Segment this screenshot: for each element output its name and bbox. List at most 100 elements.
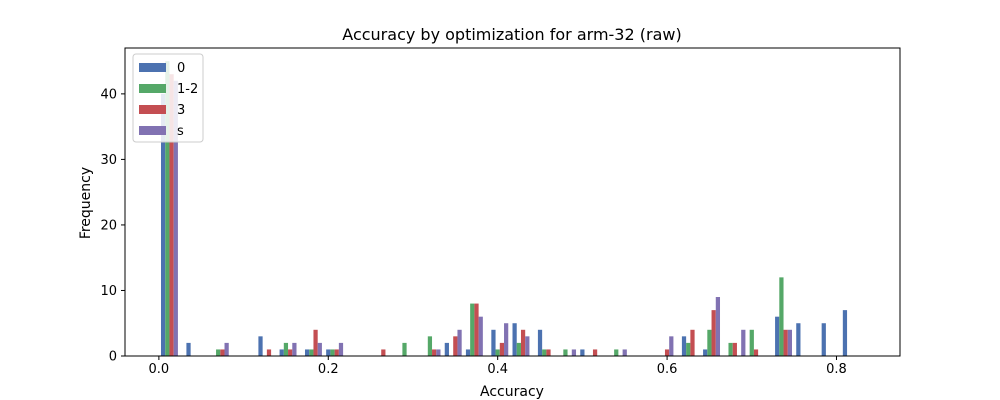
legend-label-1-2: 1-2	[177, 82, 198, 97]
bar-series-0	[491, 329, 496, 356]
legend-swatch-1-2	[139, 84, 166, 93]
bar-series-1-2	[516, 342, 521, 356]
bar-series-s	[571, 349, 577, 356]
bar-series-3	[334, 349, 339, 356]
legend-label-0: 0	[177, 61, 185, 76]
bar-series-0	[580, 349, 585, 356]
bar-series-3	[732, 342, 737, 356]
bar-series-1-2	[749, 329, 754, 356]
bar-series-0	[444, 342, 449, 356]
bar-series-s	[436, 349, 441, 356]
y-tick-label: 30	[100, 153, 117, 168]
bar-series-3	[381, 349, 386, 356]
bar-series-3	[592, 349, 598, 356]
bar-series-1-2	[563, 349, 568, 356]
bar-series-1-2	[614, 349, 619, 356]
bar-series-0	[465, 349, 471, 356]
bar-series-0	[161, 93, 166, 357]
bar-series-1-2	[542, 349, 547, 356]
x-tick-label: 0.0	[149, 362, 170, 377]
bar-series-3	[432, 349, 437, 356]
bar-series-0	[842, 310, 848, 356]
bar-series-s	[224, 342, 229, 356]
bar-series-0	[537, 329, 543, 356]
bar-series-1-2	[402, 342, 407, 356]
y-axis: 0 10 20 30 40	[100, 87, 125, 365]
bar-series-s	[338, 342, 344, 356]
bar-series-3	[520, 329, 526, 356]
bar-series-0	[681, 336, 687, 356]
bar-series-1-2	[283, 342, 289, 356]
y-tick-label: 20	[100, 218, 117, 233]
bar-series-0	[304, 349, 310, 356]
bar-series-3	[313, 329, 318, 356]
bar-series-0	[775, 316, 780, 356]
bar-series-s	[292, 342, 297, 356]
bar-series-1-2	[707, 329, 712, 356]
legend: 0 1-2 3 s	[132, 53, 204, 143]
bar-series-1-2	[427, 336, 433, 356]
bar-series-0	[279, 349, 284, 356]
bar-series-3	[169, 74, 174, 357]
bar-series-1-2	[470, 303, 475, 356]
bar-series-3	[499, 342, 505, 356]
bar-series-3	[711, 310, 716, 356]
legend-label-s: s	[177, 124, 184, 139]
bar-series-0	[796, 323, 801, 356]
bar-series-3	[546, 349, 551, 356]
bars-layer	[161, 61, 848, 357]
bar-series-s	[622, 349, 627, 356]
bar-series-s	[504, 323, 509, 356]
bar-series-0	[512, 323, 517, 356]
bar-series-s	[741, 329, 746, 356]
bar-series-0	[186, 342, 191, 356]
bar-series-3	[453, 336, 458, 356]
bar-series-s	[457, 329, 462, 356]
bar-series-s	[173, 80, 178, 357]
y-tick-label: 40	[100, 87, 117, 102]
bar-series-s	[787, 329, 792, 356]
bar-series-1-2	[686, 342, 691, 356]
chart-title: Accuracy by optimization for arm-32 (raw…	[342, 25, 681, 44]
y-tick-label: 10	[100, 284, 117, 299]
bar-series-3	[288, 349, 293, 356]
x-tick-label: 0.4	[487, 362, 508, 377]
bar-series-1-2	[165, 61, 170, 357]
bar-series-3	[783, 329, 788, 356]
plot-area-frame	[124, 47, 901, 357]
bar-series-s	[478, 316, 483, 356]
bar-series-1-2	[728, 342, 733, 356]
x-tick-label: 0.2	[318, 362, 339, 377]
bar-series-3	[690, 329, 695, 356]
y-axis-label: Frequency	[78, 167, 94, 239]
legend-swatch-s	[139, 126, 166, 135]
bar-series-s	[525, 336, 530, 356]
bar-series-3	[664, 349, 670, 356]
x-tick-label: 0.6	[657, 362, 678, 377]
bar-series-3	[753, 349, 759, 356]
bar-series-3	[220, 349, 225, 356]
legend-label-3: 3	[177, 103, 185, 118]
legend-swatch-3	[139, 105, 166, 114]
legend-swatch-0	[139, 63, 166, 72]
bar-series-0	[326, 349, 331, 356]
bar-series-1-2	[330, 349, 335, 356]
legend-box	[132, 53, 204, 143]
x-tick-label: 0.8	[826, 362, 847, 377]
y-tick-label: 0	[109, 350, 117, 365]
bar-series-0	[703, 349, 708, 356]
bar-series-3	[266, 349, 272, 356]
bar-series-0	[821, 323, 826, 356]
bar-series-s	[317, 342, 322, 356]
bar-series-1-2	[216, 349, 221, 356]
x-axis: 0.0 0.2 0.4 0.6 0.8	[149, 356, 847, 377]
bar-series-1-2	[309, 349, 314, 356]
bar-series-s	[715, 297, 721, 356]
bar-series-1-2	[495, 349, 500, 356]
bar-series-s	[669, 336, 674, 356]
bar-series-0	[258, 336, 263, 356]
bar-series-3	[474, 303, 479, 356]
x-axis-label: Accuracy	[480, 384, 544, 400]
bar-series-1-2	[779, 277, 784, 356]
